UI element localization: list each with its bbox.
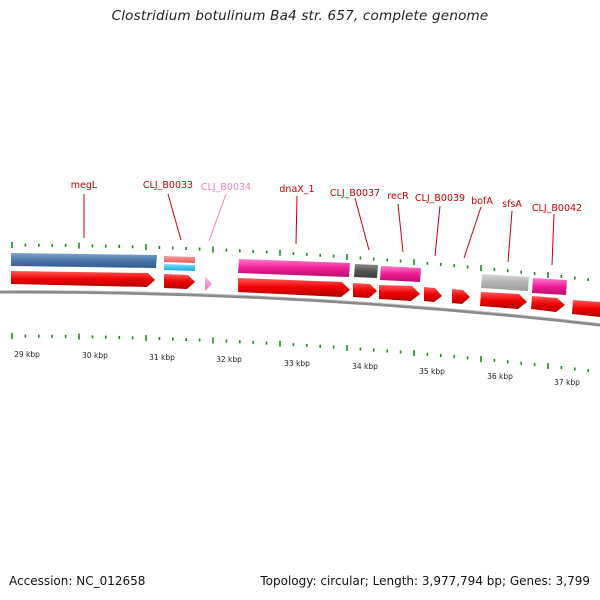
gene-label-dnax-1[interactable]: dnaX_1	[279, 184, 314, 195]
cds-arrow-clj-b0033[interactable]	[164, 274, 195, 289]
feature-megl[interactable]	[11, 253, 157, 268]
feature-recr[interactable]	[380, 266, 421, 282]
leader-line	[463, 206, 482, 259]
cds-arrow-dnax-1[interactable]	[238, 278, 350, 297]
tick-row-top	[11, 242, 590, 282]
gene-label-clj-b0034[interactable]: CLJ_B0034	[201, 182, 251, 193]
axis-label-33kbp: 33 kbp	[284, 359, 310, 368]
feature-clj-b0042[interactable]	[532, 278, 567, 295]
gene-label-recr[interactable]: recR	[387, 191, 409, 202]
gene-label-clj-b0042[interactable]: CLJ_B0042	[532, 203, 582, 214]
gene-label-sfsa[interactable]: sfsA	[502, 199, 522, 210]
cds-arrow-next[interactable]	[572, 300, 600, 317]
axis-label-31kbp: 31 kbp	[149, 353, 175, 362]
axis-label-32kbp: 32 kbp	[216, 355, 242, 364]
genome-title: Clostridium botulinum Ba4 str. 657, comp…	[111, 8, 489, 24]
cds-arrow-clj-b0039[interactable]	[424, 287, 442, 302]
gene-label-clj-b0039[interactable]: CLJ_B0039	[415, 193, 465, 204]
axis-label-37kbp: 37 kbp	[554, 378, 580, 387]
leader-line	[551, 213, 555, 266]
cds-arrow-bofa[interactable]	[452, 289, 470, 304]
leader-line	[507, 210, 513, 263]
leader-line	[167, 193, 182, 241]
feature-clj-b0033-lower[interactable]	[164, 264, 195, 271]
gene-label-clj-b0033[interactable]: CLJ_B0033	[143, 180, 193, 191]
axis-label-29kbp: 29 kbp	[14, 350, 40, 359]
cds-arrow-recr[interactable]	[379, 285, 420, 301]
axis-label-layer: 29 kbp 30 kbp 31 kbp 32 kbp 33 kbp 34 kb…	[14, 350, 580, 387]
tick-row-bottom	[11, 333, 590, 373]
gene-label-megl[interactable]: megL	[71, 180, 98, 191]
gene-label-layer: megL CLJ_B0033 CLJ_B0034 dnaX_1 CLJ_B003…	[71, 180, 582, 266]
feature-sfsa[interactable]	[481, 274, 529, 291]
feature-dnax-1[interactable]	[238, 259, 350, 277]
genome-backbone-highlight	[0, 290, 600, 324]
genome-backbone	[0, 290, 600, 327]
cds-arrow-clj-b0042[interactable]	[531, 296, 565, 312]
leader-line	[295, 195, 298, 245]
leader-line	[208, 193, 227, 242]
cds-arrow-sfsa[interactable]	[480, 292, 527, 309]
cds-track	[11, 271, 600, 317]
gene-label-bofa[interactable]: bofA	[471, 196, 493, 207]
cds-arrow-clj-b0034[interactable]	[205, 276, 212, 291]
leader-line	[397, 203, 404, 253]
genome-stats: Topology: circular; Length: 3,977,794 bp…	[260, 574, 590, 588]
feature-track	[11, 253, 567, 295]
feature-clj-b0033-upper[interactable]	[164, 256, 195, 263]
leader-line	[354, 197, 370, 251]
axis-label-34kbp: 34 kbp	[352, 362, 378, 371]
axis-label-30kbp: 30 kbp	[82, 351, 108, 360]
cds-arrow-clj-b0037[interactable]	[353, 283, 377, 298]
accession-label: Accession: NC_012658	[9, 574, 146, 588]
gene-label-clj-b0037[interactable]: CLJ_B0037	[330, 188, 380, 199]
cds-arrow-megl[interactable]	[11, 271, 155, 287]
axis-label-36kbp: 36 kbp	[487, 372, 513, 381]
axis-label-35kbp: 35 kbp	[419, 367, 445, 376]
feature-clj-b0037[interactable]	[354, 264, 378, 278]
leader-line	[434, 205, 441, 257]
